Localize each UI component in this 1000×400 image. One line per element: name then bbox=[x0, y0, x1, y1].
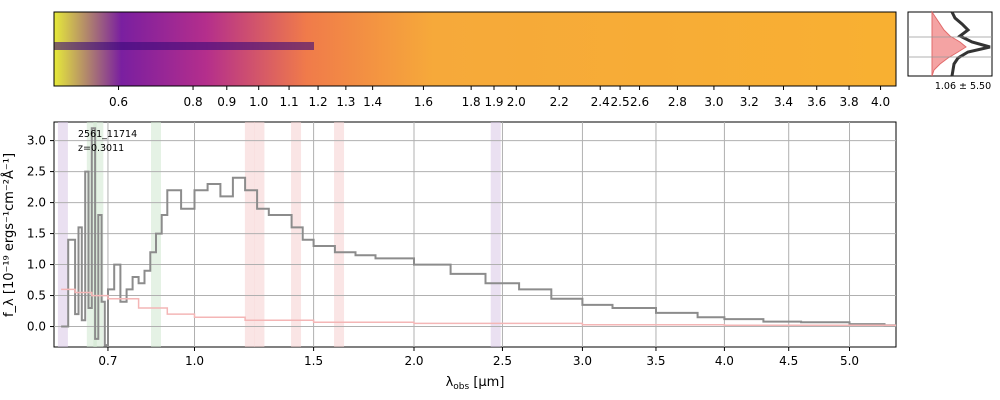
x-tick-label: 2.0 bbox=[404, 354, 423, 368]
spectrum-2d-trace bbox=[54, 42, 314, 50]
redshift-label: z=0.3011 bbox=[78, 143, 124, 154]
x-tick-label: 5.0 bbox=[840, 354, 859, 368]
main-plot-frame bbox=[53, 121, 897, 348]
top-tick-label: 2.0 bbox=[507, 95, 526, 109]
top-axis: 0.6 0.8 0.9 1.0 1.1 1.2 1.3 1.4 1.6 1.8 1.9 2.0 2.2 2… bbox=[109, 86, 890, 109]
object-id: 2561_11714 bbox=[78, 129, 137, 140]
x-tick-label: 1.0 bbox=[185, 354, 204, 368]
top-tick-label: 1.9 bbox=[484, 95, 503, 109]
y-tick-label: 2.0 bbox=[27, 196, 46, 210]
y-tick-label: 2.5 bbox=[27, 165, 46, 179]
top-tick-label: 2.6 bbox=[630, 95, 649, 109]
x-axis-label: λobs [μm] bbox=[446, 375, 505, 392]
x-tick-label: 3.0 bbox=[573, 354, 592, 368]
x-tick-label: 3.5 bbox=[646, 354, 665, 368]
line-band bbox=[490, 122, 501, 347]
top-tick-label: 1.1 bbox=[280, 95, 299, 109]
top-tick-label: 1.6 bbox=[414, 95, 433, 109]
model-series bbox=[61, 288, 896, 327]
top-tick-label: 2.5 bbox=[611, 95, 630, 109]
top-tick-label: 3.4 bbox=[774, 95, 793, 109]
spectrum-2d-panel: 0.6 0.8 0.9 1.0 1.1 1.2 1.3 1.4 1.6 1.8 1.9 2.0 2.2 2… bbox=[53, 11, 897, 109]
spectrum-1d-panel: 0.7 1.0 1.5 2.0 2.5 3.0 3.5 4.0 4.5 5.0 0.0 0.5 1.0… bbox=[1, 121, 897, 392]
x-tick-label: 1.5 bbox=[304, 354, 323, 368]
top-tick-label: 0.9 bbox=[217, 95, 236, 109]
y-axis-ticks: 0.0 0.5 1.0 1.5 2.0 2.5 3.0 bbox=[27, 134, 54, 334]
x-tick-label: 4.5 bbox=[779, 354, 798, 368]
y-tick-label: 0.0 bbox=[27, 320, 46, 334]
profile-fill bbox=[931, 10, 967, 77]
spectrum-series bbox=[61, 127, 897, 347]
series-group bbox=[61, 127, 897, 347]
top-tick-label: 3.0 bbox=[704, 95, 723, 109]
line-band bbox=[244, 122, 255, 347]
top-tick-label: 1.8 bbox=[462, 95, 481, 109]
y-tick-label: 1.0 bbox=[27, 258, 46, 272]
top-tick-label: 1.4 bbox=[363, 95, 382, 109]
top-tick-label: 2.4 bbox=[591, 95, 610, 109]
top-tick-label: 2.8 bbox=[668, 95, 687, 109]
top-tick-label: 1.0 bbox=[249, 95, 268, 109]
top-tick-label: 2.2 bbox=[550, 95, 569, 109]
top-tick-label: 0.6 bbox=[109, 95, 128, 109]
top-tick-label: 3.8 bbox=[840, 95, 859, 109]
top-tick-label: 1.3 bbox=[336, 95, 355, 109]
line-band bbox=[291, 122, 302, 347]
spectrum-2d-frame bbox=[53, 11, 897, 87]
top-tick-label: 3.2 bbox=[740, 95, 759, 109]
top-tick-label: 3.6 bbox=[807, 95, 826, 109]
top-tick-label: 4.0 bbox=[871, 95, 890, 109]
y-tick-label: 3.0 bbox=[27, 134, 46, 148]
y-axis-label: f_λ [10⁻¹⁹ ergs⁻¹cm⁻²Å⁻¹] bbox=[1, 153, 17, 317]
profile-line bbox=[950, 11, 991, 77]
top-tick-label: 1.2 bbox=[309, 95, 328, 109]
x-tick-label: 0.7 bbox=[98, 354, 117, 368]
y-tick-label: 0.5 bbox=[27, 289, 46, 303]
top-tick-label: 0.8 bbox=[184, 95, 203, 109]
line-band bbox=[57, 122, 68, 347]
x-tick-label: 4.0 bbox=[715, 354, 734, 368]
line-band bbox=[254, 122, 265, 347]
profile-inset: 1.06 ± 5.50 bbox=[907, 10, 993, 92]
profile-label: 1.06 ± 5.50 bbox=[935, 81, 991, 92]
x-tick-label: 2.5 bbox=[493, 354, 512, 368]
x-axis-ticks: 0.7 1.0 1.5 2.0 2.5 3.0 3.5 4.0 4.5 5.0 bbox=[98, 347, 859, 368]
y-tick-label: 1.5 bbox=[27, 227, 46, 241]
line-band bbox=[334, 122, 345, 347]
